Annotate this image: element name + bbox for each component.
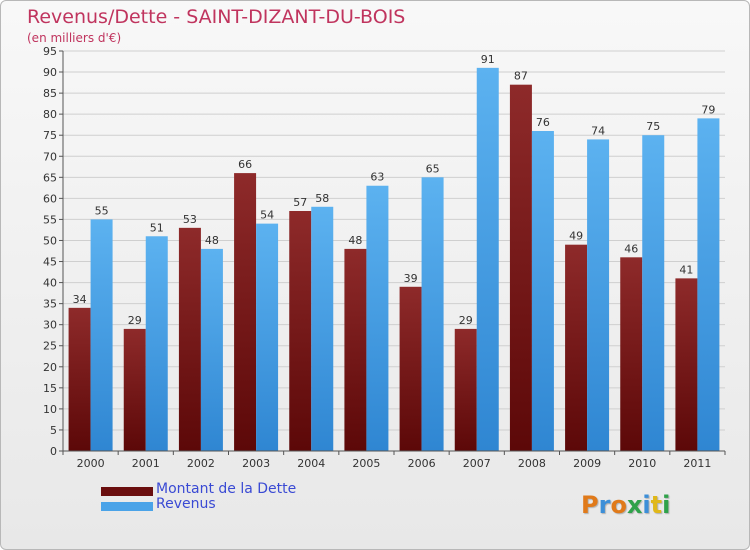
data-label: 75 (646, 120, 660, 133)
bar-debt (289, 211, 312, 451)
bar-debt (234, 173, 257, 451)
data-label: 65 (426, 162, 440, 175)
logo-letter: x (626, 491, 643, 519)
y-tick-label: 40 (43, 277, 57, 290)
bar-chart: 34 55 29 51 53 48 66 54 57 58 48 63 39 65 29 91 87 76 49 74… (43, 45, 726, 470)
x-tick-label: 2011 (683, 457, 711, 470)
data-label: 57 (293, 196, 307, 209)
y-tick-label: 0 (50, 445, 57, 458)
y-tick-label: 60 (43, 192, 57, 205)
legend-swatch-revenue (101, 502, 153, 511)
bar-debt (620, 257, 643, 451)
data-label: 39 (404, 272, 418, 285)
logo-letter: P (581, 491, 599, 519)
logo-letter: o (610, 491, 627, 519)
data-label: 55 (95, 204, 109, 217)
logo-letter: r (598, 491, 611, 519)
data-label: 29 (459, 314, 473, 327)
bar-debt (344, 248, 367, 451)
logo-letter: t (650, 491, 663, 519)
chart-subtitle: (en milliers d'€) (27, 31, 122, 45)
y-tick-label: 50 (43, 234, 57, 247)
x-tick-label: 2000 (77, 457, 105, 470)
data-label: 48 (348, 234, 362, 247)
bar-revenue (200, 248, 223, 451)
y-tick-label: 55 (43, 213, 57, 226)
bar-debt (123, 328, 146, 451)
y-tick-label: 35 (43, 298, 57, 311)
data-label: 53 (183, 213, 197, 226)
bar-revenue (697, 118, 720, 452)
bar-revenue (642, 135, 665, 452)
data-label: 79 (701, 103, 715, 116)
y-tick-label: 45 (43, 256, 57, 269)
data-label: 49 (569, 230, 583, 243)
data-label: 91 (481, 53, 495, 66)
bar-debt (509, 84, 532, 452)
y-tick-label: 25 (43, 340, 57, 353)
x-tick-label: 2005 (352, 457, 380, 470)
y-tick-label: 65 (43, 171, 57, 184)
x-tick-label: 2008 (518, 457, 546, 470)
x-tick-label: 2001 (132, 457, 160, 470)
y-tick-label: 80 (43, 108, 57, 121)
data-label: 66 (238, 158, 252, 171)
y-tick-label: 85 (43, 87, 57, 100)
x-tick-label: 2004 (297, 457, 325, 470)
bar-revenue (476, 67, 499, 451)
bar-revenue (531, 131, 554, 451)
y-tick-label: 75 (43, 129, 57, 142)
y-tick-label: 30 (43, 319, 57, 332)
y-tick-label: 20 (43, 361, 57, 374)
x-tick-label: 2009 (573, 457, 601, 470)
logo-letter: i (662, 491, 671, 519)
y-tick-label: 90 (43, 66, 57, 79)
y-tick-label: 5 (50, 424, 57, 437)
data-label: 51 (150, 221, 164, 234)
bar-revenue (587, 139, 610, 451)
bar-debt (68, 307, 91, 451)
legend-label-revenue: Revenus (156, 496, 216, 512)
data-label: 48 (205, 234, 219, 247)
data-label: 87 (514, 70, 528, 83)
x-tick-label: 2006 (408, 457, 436, 470)
data-label: 74 (591, 124, 605, 137)
chart-title: Revenus/Dette - SAINT-DIZANT-DU-BOIS (27, 6, 406, 28)
bar-revenue (145, 236, 168, 451)
proxiti-logo: Proxiti (581, 491, 670, 519)
bar-debt (178, 227, 201, 451)
data-label: 29 (128, 314, 142, 327)
bar-debt (454, 328, 477, 451)
x-tick-label: 2007 (463, 457, 491, 470)
bar-revenue (90, 219, 113, 451)
x-tick-label: 2003 (242, 457, 270, 470)
y-tick-label: 10 (43, 403, 57, 416)
data-label: 41 (679, 263, 693, 276)
legend-label-debt: Montant de la Dette (156, 481, 297, 497)
data-label: 46 (624, 242, 638, 255)
x-tick-label: 2002 (187, 457, 215, 470)
data-label: 58 (315, 192, 329, 205)
legend-swatch-debt (101, 487, 153, 496)
bar-debt (675, 278, 698, 451)
x-tick-label: 2010 (628, 457, 656, 470)
bar-debt (399, 286, 422, 451)
data-label: 34 (73, 293, 87, 306)
bar-debt (565, 244, 588, 451)
logo-letter: i (642, 491, 651, 519)
data-label: 76 (536, 116, 550, 129)
data-label: 54 (260, 209, 274, 222)
y-tick-label: 15 (43, 382, 57, 395)
y-tick-label: 95 (43, 45, 57, 58)
bar-revenue (311, 206, 334, 451)
bar-revenue (421, 177, 444, 451)
bar-revenue (366, 185, 389, 451)
bar-revenue (256, 223, 279, 451)
y-tick-label: 70 (43, 150, 57, 163)
data-label: 63 (370, 171, 384, 184)
